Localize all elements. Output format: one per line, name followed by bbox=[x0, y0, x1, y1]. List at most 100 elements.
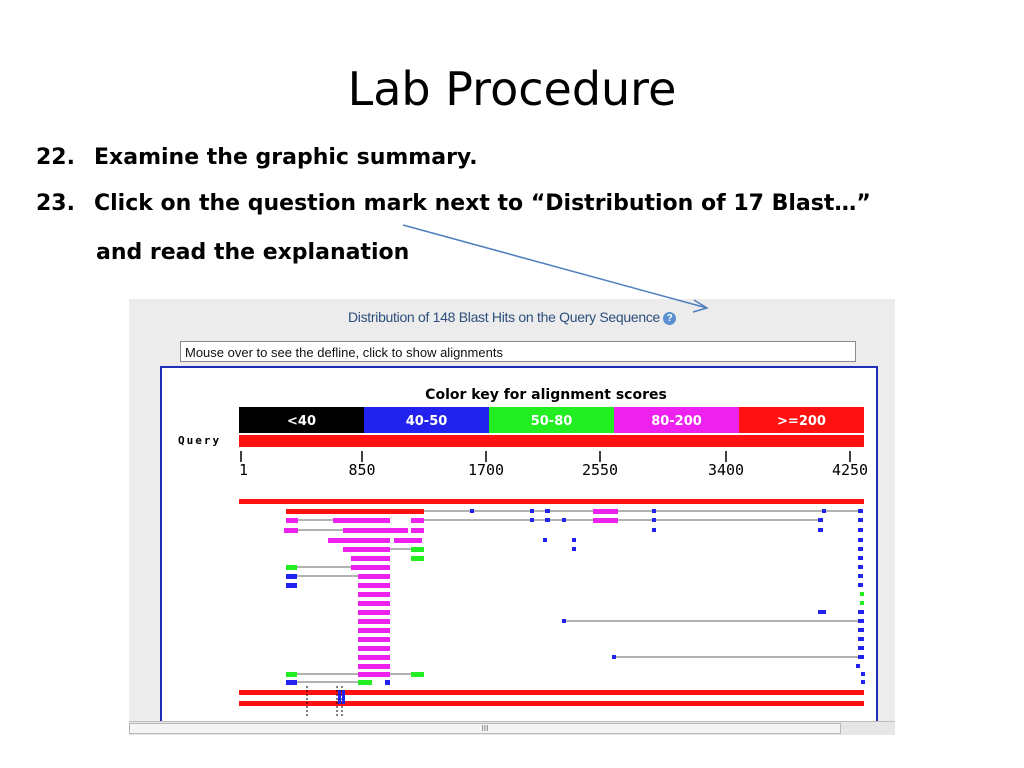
hit-segment bbox=[856, 664, 860, 668]
hit-segment bbox=[818, 610, 826, 614]
step-text: Examine the graphic summary. bbox=[94, 145, 478, 170]
hit-segment bbox=[343, 528, 408, 533]
hit-segment bbox=[358, 637, 390, 642]
hit-segment bbox=[358, 592, 390, 597]
hit-segment bbox=[858, 619, 864, 623]
hit-segment bbox=[358, 583, 390, 588]
defline-field[interactable]: Mouse over to see the defline, click to … bbox=[180, 341, 856, 362]
hit-segment bbox=[858, 556, 863, 560]
hit-segment bbox=[858, 518, 863, 522]
hit-segment bbox=[612, 655, 616, 659]
hit-segment bbox=[593, 509, 618, 514]
axis-tick-label: 1 bbox=[239, 461, 248, 479]
axis-tick-label: 2550 bbox=[582, 461, 618, 479]
hit-segment bbox=[858, 628, 864, 632]
hit-segment bbox=[861, 672, 865, 676]
color-key-label: >=200 bbox=[777, 414, 826, 429]
step-22: 22. Examine the graphic summary. bbox=[36, 145, 478, 170]
hit-segment bbox=[351, 556, 390, 561]
hit-segment bbox=[358, 672, 390, 677]
axis-tick-label: 1700 bbox=[468, 461, 504, 479]
scroll-thumb[interactable]: III bbox=[129, 723, 841, 734]
distribution-heading-text: Distribution of 148 Blast Hits on the Qu… bbox=[347, 309, 661, 325]
color-key-bin bbox=[614, 407, 739, 433]
hit-segment bbox=[860, 592, 864, 596]
hit-segment bbox=[358, 619, 390, 624]
hit-segment bbox=[411, 556, 424, 561]
hit-segment bbox=[545, 509, 550, 513]
hit-segment bbox=[861, 680, 865, 684]
axis-tick-label: 3400 bbox=[708, 461, 744, 479]
hit-segment bbox=[858, 574, 863, 578]
step-23-continuation: and read the explanation bbox=[96, 240, 410, 265]
step-number: 23. bbox=[36, 191, 75, 216]
question-circle-icon[interactable]: ? bbox=[663, 311, 677, 325]
hit-segment bbox=[338, 690, 341, 704]
hit-segment bbox=[239, 690, 864, 695]
hit-segment bbox=[411, 518, 424, 523]
color-key-bin bbox=[739, 407, 864, 433]
hit-segment bbox=[858, 637, 864, 641]
hits-graphic[interactable]: Color key for alignment scores <40 40-50 50… bbox=[162, 368, 876, 724]
color-key-label: 50-80 bbox=[531, 414, 573, 429]
hit-segment bbox=[239, 701, 864, 706]
hit-segment bbox=[286, 583, 297, 588]
hit-segment bbox=[858, 646, 864, 650]
query-label: Query bbox=[178, 434, 221, 447]
hit-segment bbox=[343, 547, 390, 552]
hit-segment bbox=[572, 538, 576, 542]
hit-segment bbox=[358, 664, 390, 669]
hit-segment bbox=[572, 547, 576, 551]
hit-segment bbox=[858, 509, 863, 513]
hit-segment bbox=[652, 518, 656, 522]
color-key-bin bbox=[239, 407, 364, 433]
hit-segment bbox=[385, 680, 390, 685]
hit-segment bbox=[286, 509, 424, 514]
hit-segment bbox=[358, 628, 390, 633]
hit-segment bbox=[358, 655, 390, 660]
hit-segment bbox=[858, 538, 863, 542]
blast-graphic-summary[interactable]: Color key for alignment scores <40 40-50 50… bbox=[160, 366, 878, 726]
axis-tick-label: 850 bbox=[348, 461, 375, 479]
hit-segment bbox=[652, 528, 656, 532]
hit-segment bbox=[411, 528, 424, 533]
hit-segment bbox=[239, 499, 864, 504]
distribution-heading: Distribution of 148 Blast Hits on the Qu… bbox=[129, 309, 895, 325]
hit-segment bbox=[652, 509, 656, 513]
hit-segment bbox=[822, 509, 826, 513]
hit-segment bbox=[818, 528, 823, 532]
step-text: Click on the question mark next to “Dist… bbox=[94, 191, 871, 216]
hit-segment bbox=[860, 601, 864, 605]
hit-segment bbox=[351, 565, 390, 570]
hit-segment bbox=[358, 646, 390, 651]
color-key-label: <40 bbox=[287, 414, 316, 429]
hit-segment bbox=[858, 547, 863, 551]
hit-segment bbox=[286, 565, 297, 570]
step-23: 23. Click on the question mark next to “D… bbox=[36, 191, 871, 216]
hit-segment bbox=[858, 528, 863, 532]
hit-segment bbox=[593, 518, 618, 523]
hit-segment bbox=[818, 518, 823, 522]
color-key-bin bbox=[489, 407, 614, 433]
hit-segment bbox=[342, 690, 345, 704]
hit-segment bbox=[328, 538, 390, 543]
hit-segment bbox=[562, 518, 566, 522]
hit-segment bbox=[858, 655, 864, 659]
hit-segment bbox=[530, 509, 534, 513]
hit-segment bbox=[530, 518, 534, 522]
hit-segment bbox=[286, 672, 297, 677]
color-key-label: 80-200 bbox=[651, 414, 702, 429]
hit-segment bbox=[286, 680, 297, 685]
horizontal-scrollbar[interactable]: III bbox=[129, 721, 895, 735]
hit-segment bbox=[358, 680, 372, 685]
query-bar bbox=[239, 435, 864, 447]
hit-segment bbox=[543, 538, 547, 542]
color-key-bin bbox=[364, 407, 489, 433]
hit-segment bbox=[858, 610, 864, 614]
axis-tick-label: 4250 bbox=[832, 461, 868, 479]
hit-segment bbox=[411, 672, 424, 677]
hit-segment bbox=[858, 565, 863, 569]
color-key-title: Color key for alignment scores bbox=[425, 387, 667, 403]
hit-segment bbox=[333, 518, 390, 523]
hit-segment bbox=[358, 610, 390, 615]
